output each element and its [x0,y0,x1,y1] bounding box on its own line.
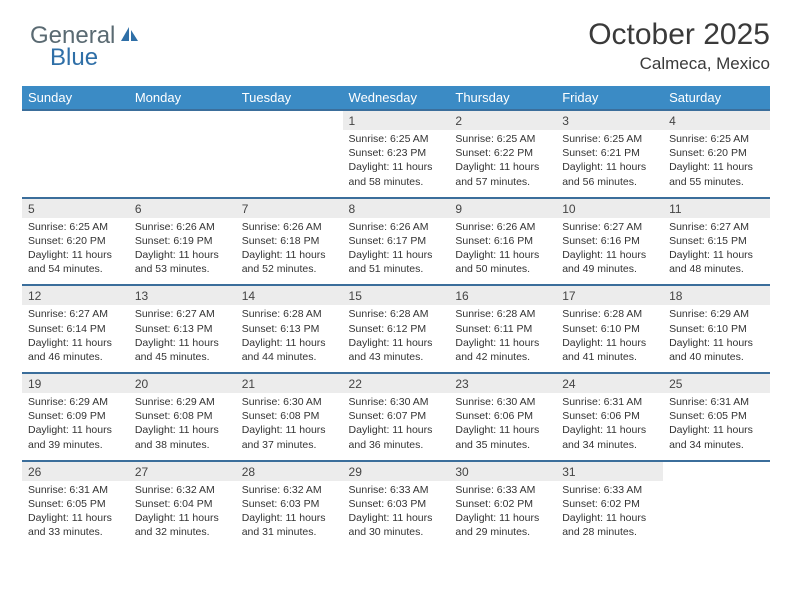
dayhead-fri: Friday [556,86,663,110]
day-info: Sunrise: 6:27 AMSunset: 6:15 PMDaylight:… [663,218,770,286]
day-info [236,130,343,198]
day-info: Sunrise: 6:29 AMSunset: 6:09 PMDaylight:… [22,393,129,461]
day-number [236,110,343,130]
day-number: 29 [343,461,450,481]
day-number [663,461,770,481]
day-info [663,481,770,548]
day-info: Sunrise: 6:26 AMSunset: 6:16 PMDaylight:… [449,218,556,286]
dayhead-row: Sunday Monday Tuesday Wednesday Thursday… [22,86,770,110]
day-number: 27 [129,461,236,481]
dayhead-tue: Tuesday [236,86,343,110]
info-row: Sunrise: 6:29 AMSunset: 6:09 PMDaylight:… [22,393,770,461]
day-number: 30 [449,461,556,481]
day-info: Sunrise: 6:31 AMSunset: 6:05 PMDaylight:… [663,393,770,461]
day-number: 26 [22,461,129,481]
day-number: 1 [343,110,450,130]
day-number: 19 [22,373,129,393]
day-number: 28 [236,461,343,481]
day-number: 8 [343,198,450,218]
day-info [22,130,129,198]
day-info: Sunrise: 6:32 AMSunset: 6:04 PMDaylight:… [129,481,236,548]
day-number: 7 [236,198,343,218]
dayhead-mon: Monday [129,86,236,110]
dayhead-wed: Wednesday [343,86,450,110]
day-number: 31 [556,461,663,481]
day-info: Sunrise: 6:30 AMSunset: 6:08 PMDaylight:… [236,393,343,461]
daynum-row: 19202122232425 [22,373,770,393]
day-info: Sunrise: 6:26 AMSunset: 6:18 PMDaylight:… [236,218,343,286]
day-info: Sunrise: 6:27 AMSunset: 6:16 PMDaylight:… [556,218,663,286]
day-info: Sunrise: 6:27 AMSunset: 6:13 PMDaylight:… [129,305,236,373]
day-info: Sunrise: 6:27 AMSunset: 6:14 PMDaylight:… [22,305,129,373]
day-info: Sunrise: 6:25 AMSunset: 6:21 PMDaylight:… [556,130,663,198]
dayhead-thu: Thursday [449,86,556,110]
day-info: Sunrise: 6:25 AMSunset: 6:22 PMDaylight:… [449,130,556,198]
day-info [129,130,236,198]
day-info: Sunrise: 6:29 AMSunset: 6:08 PMDaylight:… [129,393,236,461]
day-info: Sunrise: 6:31 AMSunset: 6:06 PMDaylight:… [556,393,663,461]
info-row: Sunrise: 6:31 AMSunset: 6:05 PMDaylight:… [22,481,770,548]
location: Calmeca, Mexico [22,54,770,74]
day-info: Sunrise: 6:25 AMSunset: 6:20 PMDaylight:… [22,218,129,286]
day-number: 16 [449,285,556,305]
day-info: Sunrise: 6:30 AMSunset: 6:07 PMDaylight:… [343,393,450,461]
day-number [22,110,129,130]
daynum-row: 262728293031 [22,461,770,481]
daynum-row: 1234 [22,110,770,130]
day-number [129,110,236,130]
day-info: Sunrise: 6:28 AMSunset: 6:12 PMDaylight:… [343,305,450,373]
daynum-row: 12131415161718 [22,285,770,305]
daynum-row: 567891011 [22,198,770,218]
day-number: 11 [663,198,770,218]
day-info: Sunrise: 6:25 AMSunset: 6:23 PMDaylight:… [343,130,450,198]
day-info: Sunrise: 6:28 AMSunset: 6:13 PMDaylight:… [236,305,343,373]
day-number: 17 [556,285,663,305]
day-number: 24 [556,373,663,393]
logo-sail-icon [119,25,139,48]
day-info: Sunrise: 6:26 AMSunset: 6:19 PMDaylight:… [129,218,236,286]
day-info: Sunrise: 6:33 AMSunset: 6:02 PMDaylight:… [449,481,556,548]
day-number: 20 [129,373,236,393]
day-number: 5 [22,198,129,218]
day-number: 25 [663,373,770,393]
day-info: Sunrise: 6:28 AMSunset: 6:10 PMDaylight:… [556,305,663,373]
day-info: Sunrise: 6:25 AMSunset: 6:20 PMDaylight:… [663,130,770,198]
day-number: 21 [236,373,343,393]
day-number: 22 [343,373,450,393]
day-info: Sunrise: 6:33 AMSunset: 6:03 PMDaylight:… [343,481,450,548]
day-info: Sunrise: 6:32 AMSunset: 6:03 PMDaylight:… [236,481,343,548]
info-row: Sunrise: 6:25 AMSunset: 6:23 PMDaylight:… [22,130,770,198]
day-number: 9 [449,198,556,218]
dayhead-sat: Saturday [663,86,770,110]
day-number: 3 [556,110,663,130]
day-info: Sunrise: 6:30 AMSunset: 6:06 PMDaylight:… [449,393,556,461]
calendar-table: Sunday Monday Tuesday Wednesday Thursday… [22,86,770,547]
day-number: 14 [236,285,343,305]
day-info: Sunrise: 6:29 AMSunset: 6:10 PMDaylight:… [663,305,770,373]
info-row: Sunrise: 6:25 AMSunset: 6:20 PMDaylight:… [22,218,770,286]
logo-word2: Blue [50,44,98,71]
day-number: 10 [556,198,663,218]
day-number: 12 [22,285,129,305]
day-number: 23 [449,373,556,393]
dayhead-sun: Sunday [22,86,129,110]
day-number: 2 [449,110,556,130]
day-number: 4 [663,110,770,130]
day-number: 13 [129,285,236,305]
day-number: 18 [663,285,770,305]
day-number: 6 [129,198,236,218]
day-info: Sunrise: 6:28 AMSunset: 6:11 PMDaylight:… [449,305,556,373]
day-number: 15 [343,285,450,305]
day-info: Sunrise: 6:31 AMSunset: 6:05 PMDaylight:… [22,481,129,548]
info-row: Sunrise: 6:27 AMSunset: 6:14 PMDaylight:… [22,305,770,373]
day-info: Sunrise: 6:26 AMSunset: 6:17 PMDaylight:… [343,218,450,286]
day-info: Sunrise: 6:33 AMSunset: 6:02 PMDaylight:… [556,481,663,548]
